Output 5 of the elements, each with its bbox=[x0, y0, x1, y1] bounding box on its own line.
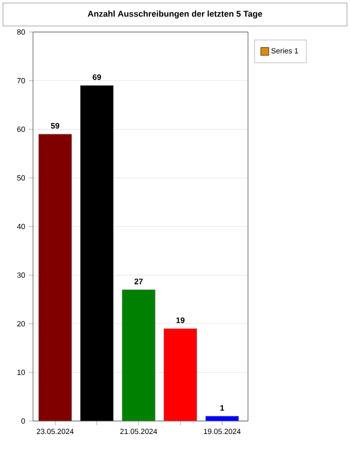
bar bbox=[38, 134, 72, 422]
chart-title: Anzahl Ausschreibungen der letzten 5 Tage bbox=[88, 10, 262, 18]
bar bbox=[164, 328, 198, 422]
bar bbox=[205, 416, 239, 422]
bar bbox=[122, 290, 156, 422]
